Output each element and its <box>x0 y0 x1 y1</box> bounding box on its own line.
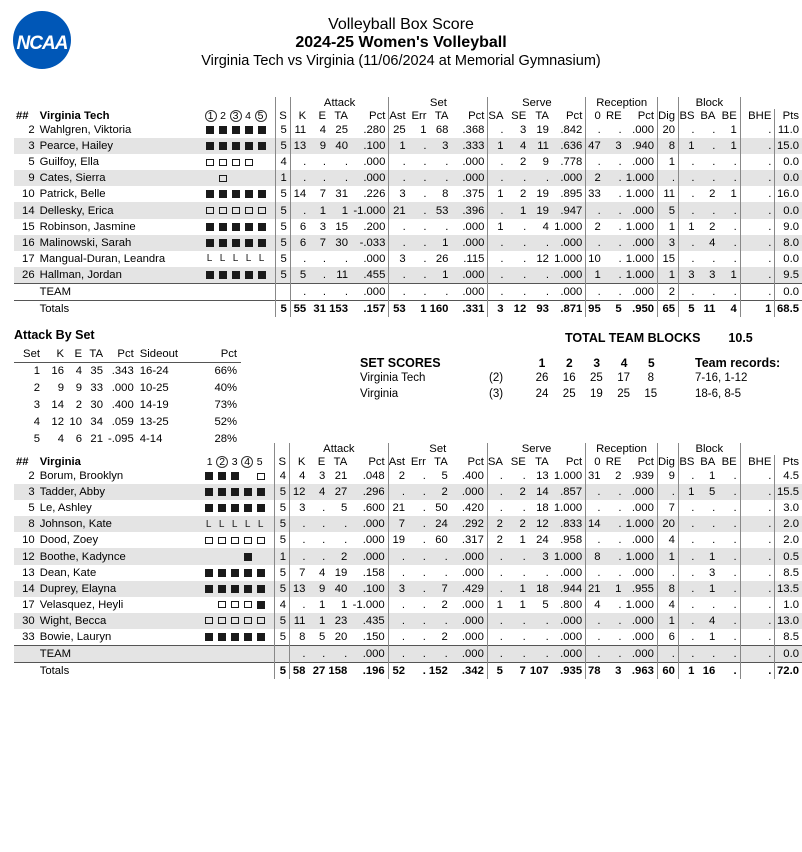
svg-text:NCAA: NCAA <box>17 33 68 54</box>
